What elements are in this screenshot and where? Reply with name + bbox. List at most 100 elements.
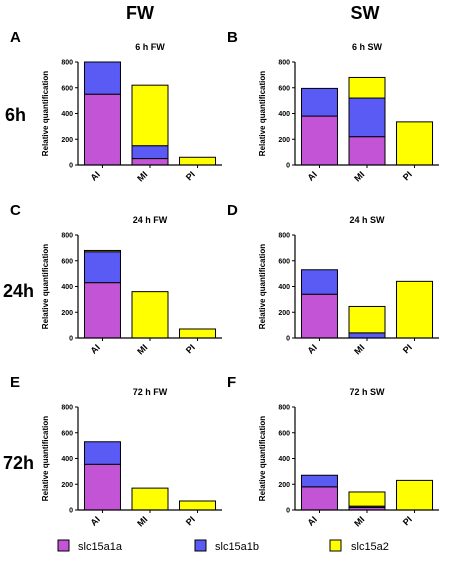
chart-title: 6 h FW: [135, 42, 165, 52]
legend-label-slc15a1a: slc15a1a: [78, 541, 123, 553]
chart-panel-d: D 24 h SW Relative quantification AI MI PI 0 20…: [227, 202, 439, 356]
bar-slc15a2-ai: [83, 249, 121, 253]
y-tick-label: 800: [61, 60, 73, 67]
y-tick-label: 800: [61, 233, 73, 240]
x-tick-label: PI: [184, 514, 197, 527]
y-tick-label: 800: [278, 405, 290, 412]
y-tick-label: 200: [278, 137, 290, 144]
legend-swatch-slc15a1a: [57, 539, 70, 552]
column-header-sw: SW: [351, 3, 380, 23]
bar-slc15a2-pi: [179, 500, 217, 511]
panel-letter: A: [10, 29, 21, 46]
legend-swatch-slc15a2: [329, 539, 342, 552]
x-tick-label: MI: [352, 342, 366, 356]
y-axis-label: Relative quantification: [41, 416, 50, 501]
y-tick-label: 600: [61, 430, 73, 437]
x-tick-label: PI: [401, 514, 414, 527]
bar-slc15a1b-mi: [348, 332, 386, 339]
chart-panel-b: B 6 h SW Relative quantification AI MI PI 0 200…: [227, 29, 439, 183]
y-tick-label: 800: [278, 60, 290, 67]
panel-letter: B: [227, 29, 238, 46]
x-tick-label: AI: [88, 342, 101, 355]
y-tick-label: 200: [61, 482, 73, 489]
chart-title: 6 h SW: [352, 42, 383, 52]
chart-panel-a: A 6 h FW Relative quantification AI MI PI 0 200…: [10, 29, 222, 183]
bar-slc15a2-pi: [396, 121, 434, 166]
bar-slc15a1b-ai: [83, 251, 121, 284]
y-axis-label: Relative quantification: [258, 416, 267, 501]
row-header-72h: 72h: [3, 453, 34, 473]
bar-slc15a2-pi: [396, 479, 434, 511]
bar-slc15a1a-ai: [300, 293, 338, 339]
y-tick-label: 0: [286, 508, 290, 515]
y-tick-label: 400: [61, 456, 73, 463]
y-tick-label: 600: [278, 258, 290, 265]
y-axis-label: Relative quantification: [258, 244, 267, 329]
bar-slc15a1a-mi: [348, 136, 386, 166]
bar-slc15a1b-ai: [300, 474, 338, 488]
bar-slc15a1a-ai: [300, 115, 338, 166]
chart-title: 24 h SW: [349, 215, 385, 225]
bar-slc15a2-mi: [131, 487, 169, 511]
bar-slc15a1b-ai: [300, 87, 338, 117]
bar-slc15a1b-ai: [83, 441, 121, 465]
y-axis-label: Relative quantification: [41, 244, 50, 329]
bar-slc15a1b-mi: [131, 145, 169, 160]
bar-slc15a2-mi: [348, 491, 386, 507]
bar-slc15a2-mi: [131, 291, 169, 339]
legend-label-slc15a2: slc15a2: [351, 541, 389, 553]
chart-panel-f: F 72 h SW Relative quantification AI MI PI 0 20…: [227, 374, 439, 528]
x-tick-label: PI: [184, 169, 197, 182]
bar-slc15a1b-ai: [83, 61, 121, 95]
y-tick-label: 400: [278, 284, 290, 291]
y-axis-label: Relative quantification: [258, 71, 267, 156]
y-tick-label: 200: [278, 482, 290, 489]
legend-label-slc15a1b: slc15a1b: [215, 541, 259, 553]
x-tick-label: MI: [135, 514, 149, 528]
y-tick-label: 800: [278, 233, 290, 240]
bar-slc15a1a-mi: [131, 158, 169, 166]
x-tick-label: MI: [352, 514, 366, 528]
legend: slc15a1a slc15a1b slc15a2: [57, 539, 389, 553]
bar-slc15a2-mi: [348, 305, 386, 334]
y-tick-label: 0: [69, 508, 73, 515]
row-header-24h: 24h: [3, 281, 34, 301]
y-tick-label: 0: [69, 336, 73, 343]
bar-slc15a2-mi: [348, 76, 386, 99]
y-tick-label: 200: [278, 310, 290, 317]
y-tick-label: 0: [286, 336, 290, 343]
x-tick-label: PI: [184, 342, 197, 355]
y-tick-label: 600: [61, 85, 73, 92]
legend-swatch-slc15a1b: [194, 539, 207, 552]
bar-slc15a1a-ai: [300, 486, 338, 511]
panel-letter: D: [227, 202, 238, 219]
bar-slc15a2-pi: [396, 280, 434, 339]
bar-slc15a1b-mi: [348, 97, 386, 138]
y-axis-label: Relative quantification: [41, 71, 50, 156]
chart-panel-e: E 72 h FW Relative quantification AI MI PI 0 20…: [10, 374, 222, 528]
bar-slc15a2-pi: [179, 156, 217, 166]
x-tick-label: AI: [88, 514, 101, 527]
x-tick-label: AI: [88, 169, 101, 182]
y-tick-label: 200: [61, 137, 73, 144]
bar-slc15a2-mi: [131, 84, 169, 147]
bar-slc15a1a-ai: [83, 282, 121, 339]
x-tick-label: MI: [135, 169, 149, 183]
panel-letter: E: [10, 374, 20, 391]
y-tick-label: 200: [61, 310, 73, 317]
y-tick-label: 0: [286, 163, 290, 170]
x-tick-label: AI: [305, 514, 318, 527]
bar-slc15a1b-ai: [300, 269, 338, 295]
chart-title: 72 h SW: [349, 387, 385, 397]
chart-title: 72 h FW: [133, 387, 168, 397]
chart-panel-c: C 24 h FW Relative quantification AI MI PI 0 20…: [10, 202, 222, 356]
y-tick-label: 400: [278, 456, 290, 463]
row-header-6h: 6h: [5, 105, 26, 125]
y-tick-label: 600: [61, 258, 73, 265]
column-header-fw: FW: [126, 3, 154, 23]
y-tick-label: 400: [278, 111, 290, 118]
y-tick-label: 800: [61, 405, 73, 412]
chart-title: 24 h FW: [133, 215, 168, 225]
panel-letter: F: [227, 374, 236, 391]
